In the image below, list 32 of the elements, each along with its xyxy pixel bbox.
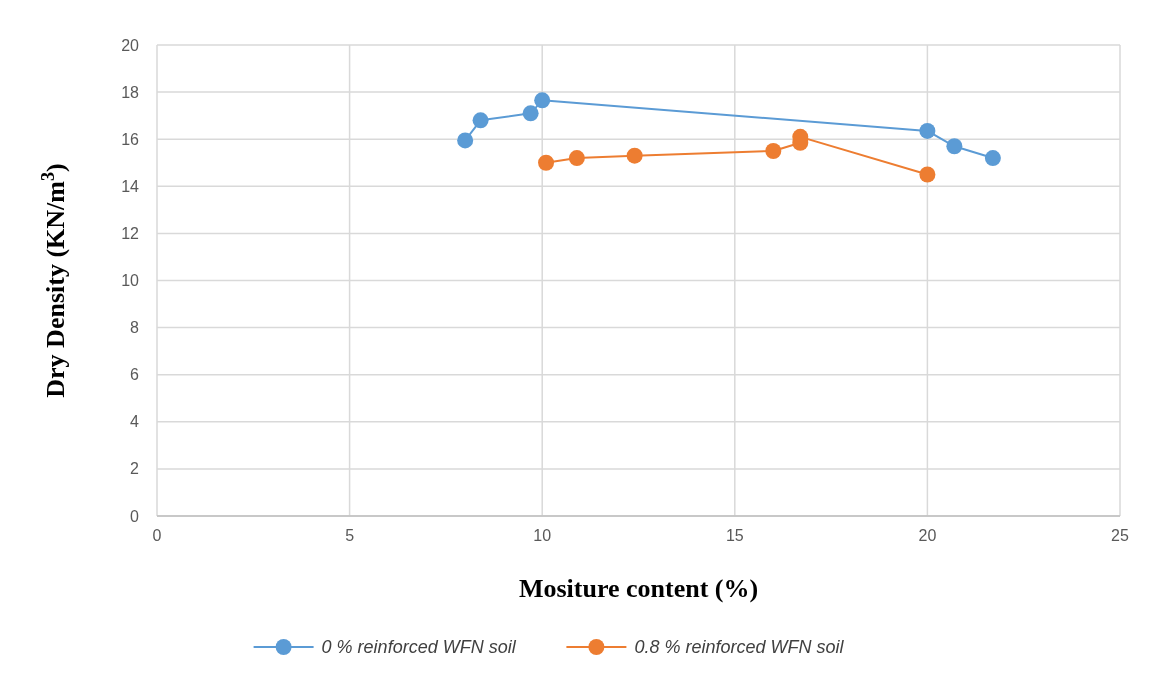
point <box>765 142 782 159</box>
point <box>522 105 539 122</box>
point <box>984 150 1001 167</box>
point <box>568 150 585 167</box>
y-tick-label: 0 <box>130 507 140 525</box>
y-tick-label: 10 <box>121 272 140 289</box>
x-tick-label: 15 <box>725 527 744 544</box>
y-tick-label: 2 <box>130 460 140 478</box>
y-tick-label: 4 <box>130 413 140 431</box>
legend-label: 0.8 % reinforced WFN soil <box>634 637 845 657</box>
y-tick-label: 12 <box>121 224 140 242</box>
point <box>919 122 936 139</box>
point <box>457 132 474 149</box>
point <box>919 166 936 183</box>
point <box>472 112 489 129</box>
y-tick-label: 16 <box>121 130 140 148</box>
point <box>946 138 963 155</box>
legend-label: 0 % reinforced WFN soil <box>321 637 517 657</box>
x-tick-label: 0 <box>152 527 162 544</box>
point <box>534 92 551 109</box>
y-tick-label: 20 <box>121 36 140 54</box>
x-tick-label: 5 <box>345 527 355 544</box>
point <box>538 154 555 171</box>
y-tick-label: 14 <box>121 177 140 195</box>
x-tick-label: 10 <box>533 527 552 544</box>
y-tick-label: 6 <box>130 366 140 384</box>
x-tick-label: 20 <box>918 527 937 544</box>
x-axis-title: Mositure content (%) <box>518 574 759 603</box>
y-tick-label: 8 <box>130 319 140 337</box>
x-tick-label: 25 <box>1111 527 1129 544</box>
y-tick-label: 18 <box>121 83 140 101</box>
point <box>626 147 643 164</box>
